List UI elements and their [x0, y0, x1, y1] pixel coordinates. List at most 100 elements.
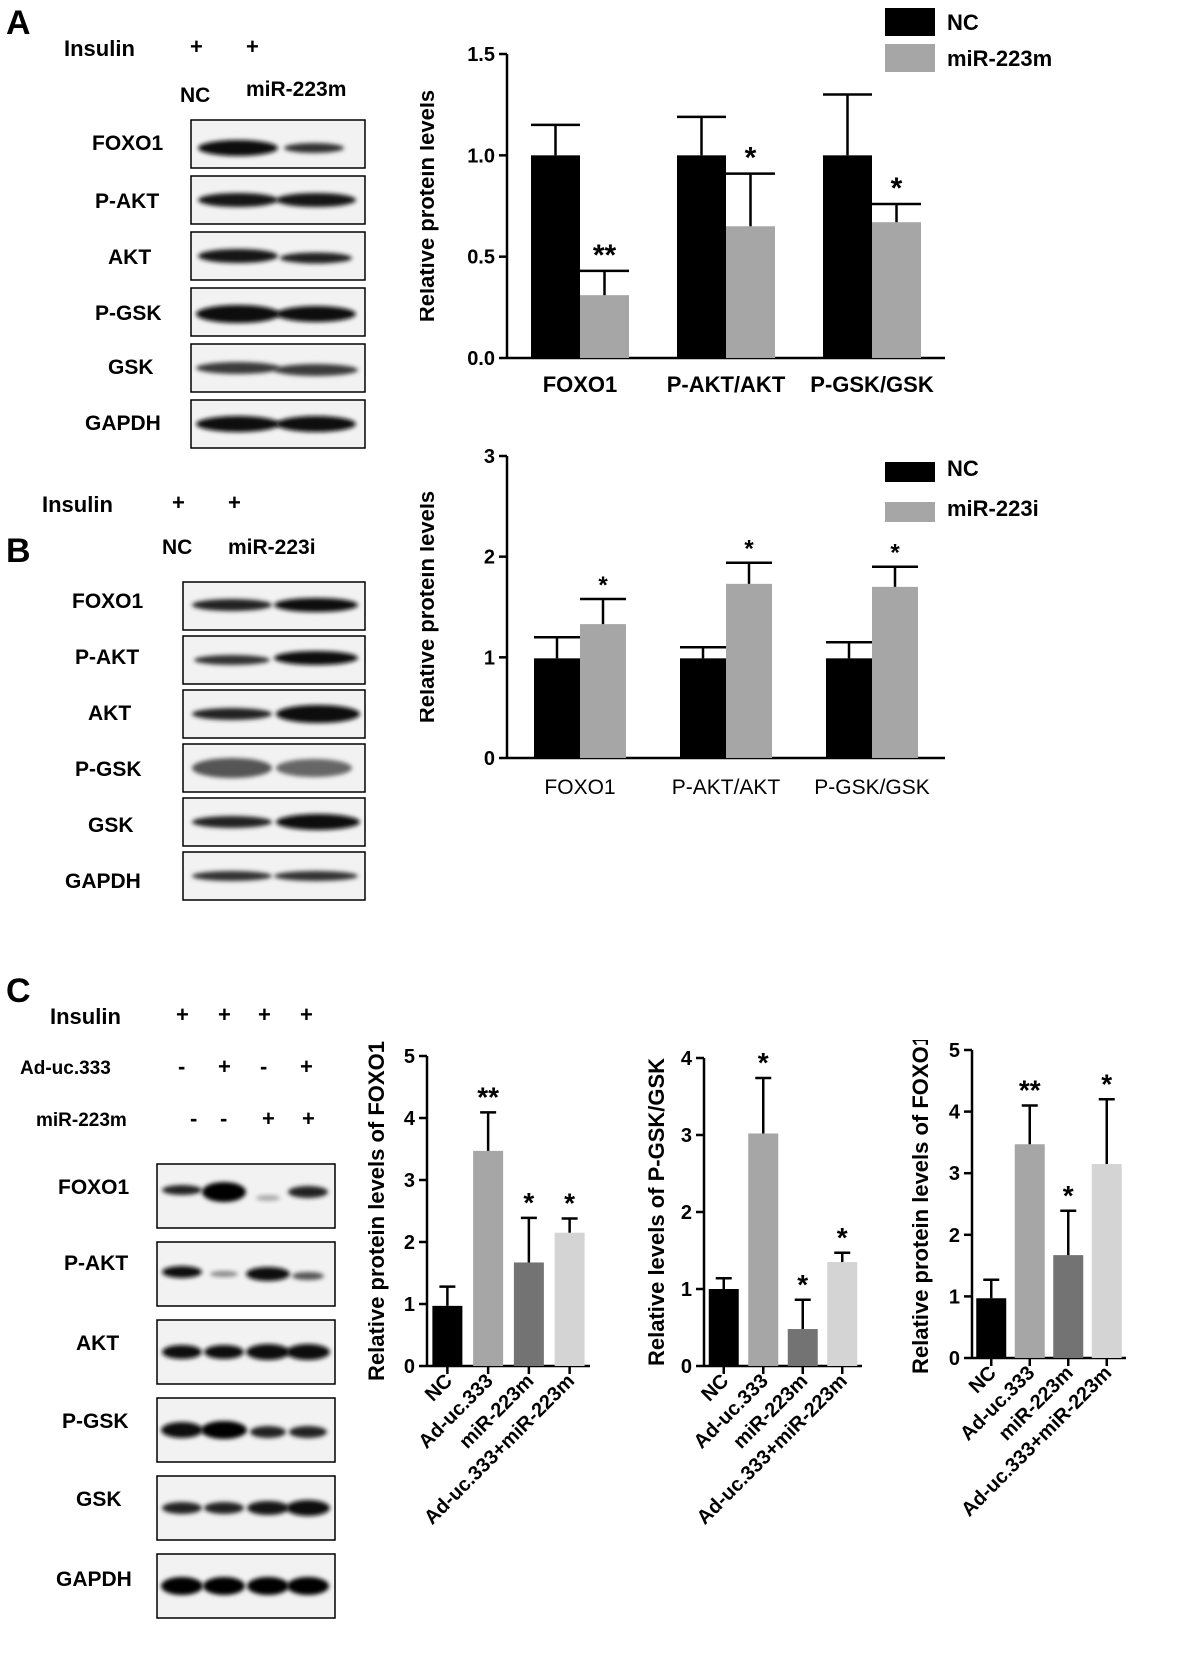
chart-c1-y-tick-label: 1 — [404, 1294, 415, 1316]
blot-b: Insulin + + NC miR-223i FOXO1 P-AKT AKT … — [0, 470, 400, 920]
blot-a-band-label-foxo1: FOXO1 — [92, 132, 164, 155]
chart-c1-significance: ** — [477, 1081, 499, 1112]
chart-c2-y-axis-label: Relative levels of P-GSK/GSK — [644, 1058, 669, 1366]
blot-a-insulin-mark-2: + — [246, 34, 259, 59]
blot-c-strips — [156, 1163, 336, 1619]
blot-b-strip-pgsk — [182, 743, 366, 793]
blot-c-mir223m-mark-1: - — [190, 1106, 198, 1131]
chart-c1-significance: * — [564, 1187, 575, 1218]
blot-a-strips — [190, 119, 366, 449]
chart-c3-y-tick-label: 3 — [949, 1163, 960, 1185]
chart-a-legend-label-mir-223m: miR-223m — [947, 46, 1052, 71]
chart-b: 0 1 2 3 Relative protein levels * FOXO1 * P-AKT/… — [420, 446, 1039, 799]
blot-c-strip-gapdh — [156, 1553, 336, 1619]
chart-c2-y-tick-label: 0 — [681, 1356, 692, 1378]
blot-c: Insulin Ad-uc.333 miR-223m + + + + - + -… — [0, 980, 360, 1660]
chart-c1-y-axis-label: Relative protein levels of FOXO1 — [364, 1041, 389, 1381]
blot-a-insulin-label: Insulin — [64, 36, 135, 61]
chart-c1-bar-1 — [432, 1305, 463, 1366]
blot-a-band-label-gapdh: GAPDH — [85, 412, 161, 435]
chart-c1-y-tick-label: 5 — [404, 1046, 415, 1068]
chart-a-x-tick-label: FOXO1 — [543, 372, 618, 397]
blot-c-insulin-label: Insulin — [50, 1004, 121, 1029]
blot-a-band-label-akt: AKT — [108, 246, 152, 269]
blot-c-band-label-akt: AKT — [76, 1332, 120, 1355]
blot-c-band-label-pgsk: P-GSK — [62, 1410, 129, 1433]
chart-c1-significance: * — [523, 1187, 534, 1218]
chart-a-y-tick-label: 1.0 — [467, 145, 495, 167]
blot-a-lane-mir223m: miR-223m — [246, 78, 347, 101]
chart-c2-bar-3 — [787, 1329, 818, 1366]
chart-b-bar-nc-2 — [680, 658, 726, 758]
chart-c2-y-tick-label: 4 — [681, 1048, 693, 1070]
blot-c-aduc333-label: Ad-uc.333 — [20, 1058, 111, 1079]
chart-b-legend-swatch-nc — [885, 462, 935, 482]
chart-c2-y-tick-label: 1 — [681, 1279, 692, 1301]
chart-c3-y-tick-label: 2 — [949, 1225, 960, 1247]
chart-a-legend-swatch-nc — [885, 8, 935, 36]
blot-b-insulin-mark-2: + — [228, 490, 241, 515]
blot-c-aduc333-mark-3: - — [260, 1054, 268, 1079]
chart-b-x-tick-label: P-GSK/GSK — [814, 776, 930, 799]
chart-b-significance: * — [598, 572, 608, 599]
blot-b-insulin-mark-1: + — [172, 490, 185, 515]
blot-c-band-label-pakt: P-AKT — [64, 1252, 129, 1275]
chart-b-y-axis-label: Relative protein levels — [420, 491, 439, 723]
blot-a-strip-gsk — [190, 343, 366, 393]
blot-c-mir223m-mark-4: + — [302, 1106, 315, 1131]
chart-c1-y-tick-label: 0 — [404, 1356, 415, 1378]
blot-c-aduc333-mark-1: - — [178, 1054, 186, 1079]
chart-b-bar-mir-223i-1 — [580, 624, 626, 758]
chart-b-significance: * — [890, 540, 900, 567]
chart-c3-bar-2 — [1014, 1144, 1045, 1358]
blot-a-strip-akt — [190, 231, 366, 281]
blot-a: Insulin + + NC miR-223m FOXO1 P-AKT AKT … — [0, 0, 400, 470]
chart-c2-significance: * — [758, 1047, 769, 1078]
chart-b-y-tick-label: 1 — [484, 647, 495, 669]
blot-b-band-label-gapdh: GAPDH — [65, 870, 141, 893]
chart-c1-bar-3 — [513, 1262, 544, 1366]
chart-a-significance: ** — [593, 239, 617, 272]
chart-a-y-tick-label: 0.0 — [467, 348, 495, 370]
chart-b-y-tick-label: 3 — [484, 446, 495, 468]
chart-c2-significance: * — [797, 1269, 808, 1300]
blot-b-strip-akt — [182, 689, 366, 739]
chart-a-y-axis-label: Relative protein levels — [420, 90, 439, 322]
blot-b-band-label-foxo1: FOXO1 — [72, 590, 144, 613]
chart-c3-bar-1 — [976, 1298, 1007, 1358]
blot-b-band-label-gsk: GSK — [88, 814, 134, 837]
blot-c-band-label-gsk: GSK — [76, 1488, 122, 1511]
blot-c-strip-pgsk — [156, 1397, 336, 1463]
chart-c2-y-tick-label: 2 — [681, 1202, 692, 1224]
blot-c-strip-foxo1 — [156, 1163, 336, 1229]
blot-c-band-label-foxo1: FOXO1 — [58, 1176, 130, 1199]
chart-c3-significance: * — [1101, 1068, 1112, 1099]
chart-c1-y-tick-label: 3 — [404, 1170, 415, 1192]
chart-a-x-tick-label: P-GSK/GSK — [810, 372, 934, 397]
blot-a-strip-pgsk — [190, 287, 366, 337]
chart-c3-y-tick-label: 4 — [949, 1102, 961, 1124]
panel-label-c: C — [6, 972, 31, 1010]
chart-a-bar-mir-223m-3 — [872, 222, 921, 358]
blot-a-band-label-pakt: P-AKT — [95, 190, 160, 213]
chart-c2-y-tick-label: 3 — [681, 1125, 692, 1147]
chart-c2-bar-4 — [827, 1262, 858, 1366]
chart-c1-bar-4 — [554, 1232, 585, 1366]
blot-b-lane-nc: NC — [162, 536, 193, 559]
blot-a-band-label-pgsk: P-GSK — [95, 302, 162, 325]
chart-b-y-tick-label: 2 — [484, 547, 495, 569]
chart-a-bar-nc-3 — [823, 155, 872, 358]
chart-a-bar-nc-2 — [677, 155, 726, 358]
blot-c-insulin-mark-1: + — [176, 1002, 189, 1027]
chart-a-bar-nc-1 — [531, 155, 580, 358]
blot-c-band-label-gapdh: GAPDH — [56, 1568, 132, 1591]
chart-a-significance: * — [745, 142, 757, 175]
chart-c1-bar-2 — [473, 1150, 504, 1366]
chart-b-y-tick-label: 0 — [484, 748, 495, 770]
chart-b-bar-mir-223i-3 — [872, 586, 918, 758]
blot-a-strip-gapdh — [190, 399, 366, 449]
blot-c-insulin-mark-4: + — [300, 1002, 313, 1027]
chart-c3-significance: * — [1063, 1180, 1074, 1211]
blot-c-mir223m-mark-2: - — [220, 1106, 228, 1131]
